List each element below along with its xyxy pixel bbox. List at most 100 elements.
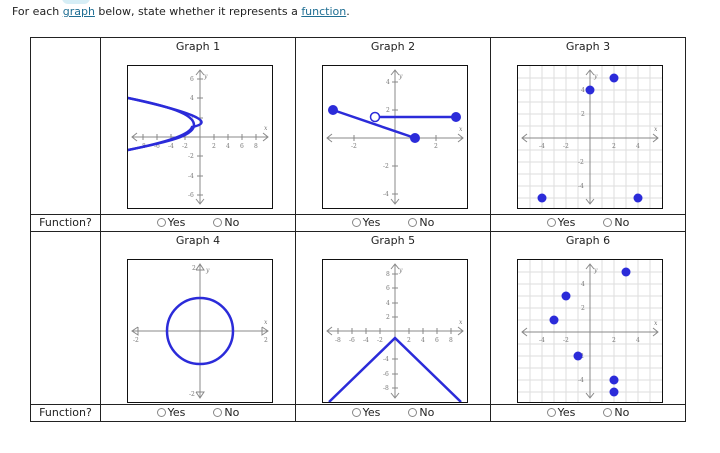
svg-text:-4: -4 [539,143,545,150]
radio-circle-icon[interactable] [546,408,556,417]
graph-2-no-radio[interactable]: No [408,215,434,230]
graph-1-cell: Graph 1 -8 -6 -4 [100,37,296,215]
svg-text:x: x [654,320,658,327]
graph-title: Graph 6 [565,234,611,247]
radio-label: Yes [167,406,186,419]
svg-text:y: y [593,267,598,274]
radio-circle-icon[interactable] [603,408,613,417]
svg-text:-6: -6 [349,337,355,344]
graph-6-yes-radio[interactable]: Yes [546,405,576,420]
graph-5-cell: Graph 5 -8 -6 -4 -2 2 4 6 8 8 6 [295,231,491,405]
prompt-text: For each [12,5,63,18]
svg-text:4: 4 [386,79,390,86]
svg-text:x: x [264,319,268,326]
svg-text:y: y [593,73,598,80]
graph-3-plot: -4 -2 2 4 4 2 -2 -4 y x [517,65,663,209]
svg-text:2: 2 [386,107,390,114]
graph-1-answer: Yes No [100,214,296,232]
graph-6-cell: Graph 6 -4 -2 2 4 [490,231,686,405]
radio-circle-icon[interactable] [546,218,556,227]
svg-text:2: 2 [264,337,268,344]
radio-label: No [224,216,240,229]
graph-link[interactable]: graph [62,5,95,18]
svg-text:-4: -4 [383,191,389,198]
svg-text:-2: -2 [383,163,389,170]
graph-6-no-radio[interactable]: No [603,405,629,420]
svg-text:2: 2 [407,337,411,344]
svg-text:6: 6 [435,337,439,344]
radio-label: Yes [557,216,576,229]
highlight-blob [62,0,90,4]
svg-text:-2: -2 [578,159,584,166]
svg-text:2: 2 [581,111,585,118]
graph-3-no-radio[interactable]: No [603,215,629,230]
graph-3-yes-radio[interactable]: Yes [546,215,576,230]
svg-text:-2: -2 [188,153,194,160]
svg-text:x: x [459,319,463,326]
graph-4-plot: -2 2 2 -2 y x [127,259,273,403]
graph-4-no-radio[interactable]: No [213,405,239,420]
svg-text:-6: -6 [154,143,160,150]
function-row-label: Function? [30,214,101,232]
svg-text:-6: -6 [383,371,389,378]
svg-text:2: 2 [612,337,616,344]
radio-circle-icon[interactable] [213,408,223,417]
svg-text:2: 2 [612,143,616,150]
graph-4-yes-radio[interactable]: Yes [156,405,186,420]
svg-text:x: x [654,126,658,133]
function-link[interactable]: function [301,5,347,18]
radio-circle-icon[interactable] [351,218,361,227]
graph-1-yes-radio[interactable]: Yes [156,215,186,230]
svg-text:-4: -4 [578,183,584,190]
graph-4-answer: Yes No [100,404,296,422]
radio-circle-icon[interactable] [408,218,418,227]
radio-label: No [614,216,630,229]
graph-5-no-radio[interactable]: No [408,405,434,420]
svg-text:-4: -4 [363,337,369,344]
svg-text:-4: -4 [383,356,389,363]
radio-circle-icon[interactable] [213,218,223,227]
radio-label: No [419,216,435,229]
graph-2-cell: Graph 2 -2 2 4 2 -2 -4 y x [295,37,491,215]
svg-text:8: 8 [254,143,258,150]
svg-text:-2: -2 [133,337,139,344]
graph-5-yes-radio[interactable]: Yes [351,405,380,420]
radio-circle-icon[interactable] [351,408,361,417]
radio-circle-icon[interactable] [156,408,166,417]
svg-text:y: y [398,267,403,274]
graph-4-cell: Graph 4 -2 2 2 -2 y x [100,231,296,405]
graph-title: Graph 3 [565,40,611,53]
radio-label: Yes [557,406,576,419]
instructions: For each graph below, state whether it r… [12,5,350,18]
svg-text:4: 4 [581,281,585,288]
svg-text:-2: -2 [351,143,357,150]
graph-title: Graph 4 [175,234,221,247]
svg-text:-2: -2 [377,337,383,344]
svg-text:6: 6 [386,285,390,292]
graph-title: Graph 1 [175,40,221,53]
svg-text:4: 4 [386,300,390,307]
svg-text:2: 2 [581,305,585,312]
graph-2-yes-radio[interactable]: Yes [351,215,380,230]
svg-text:y: y [203,73,208,80]
empty-label-cell [30,231,101,405]
svg-text:2: 2 [212,143,216,150]
graphs-table: Graph 1 -8 -6 -4 [30,37,686,422]
radio-label: Yes [167,216,186,229]
svg-text:-4: -4 [168,143,174,150]
radio-circle-icon[interactable] [603,218,613,227]
svg-text:x: x [459,126,463,133]
svg-text:4: 4 [226,143,230,150]
svg-text:-8: -8 [335,337,341,344]
svg-text:4: 4 [190,95,194,102]
svg-text:-4: -4 [578,377,584,384]
graph-6-answer: Yes No [490,404,686,422]
graph-5-plot: -8 -6 -4 -2 2 4 6 8 8 6 4 2 -4 -6 -8 y x [322,259,468,403]
graph-3-answer: Yes No [490,214,686,232]
svg-text:8: 8 [386,271,390,278]
svg-text:-4: -4 [539,337,545,344]
radio-circle-icon[interactable] [156,218,166,227]
radio-circle-icon[interactable] [408,408,418,417]
empty-label-cell [30,37,101,215]
graph-1-no-radio[interactable]: No [213,215,239,230]
